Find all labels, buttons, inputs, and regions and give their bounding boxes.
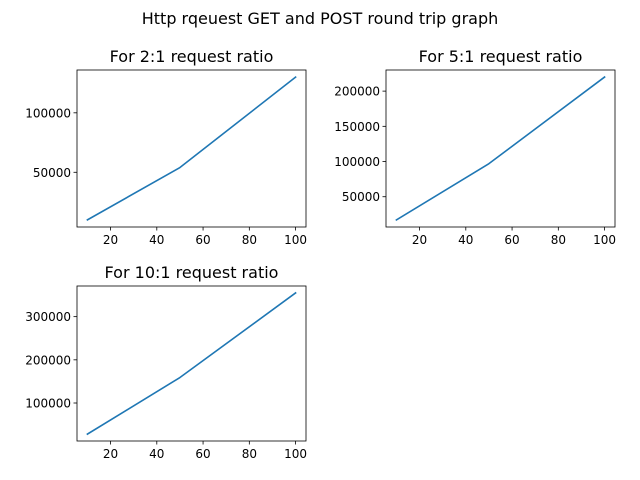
subplot-3: For 10:1 request ratio 20 40 60 80 100 100000 2…	[25, 263, 307, 461]
y-tick-label: 300000	[25, 310, 71, 324]
x-tick-label: 40	[149, 233, 164, 247]
subplot-2: For 5:1 request ratio 20 40 60 80 100 50000 100…	[334, 47, 616, 247]
y-tick-label: 200000	[25, 353, 71, 367]
x-tick-label: 40	[458, 233, 473, 247]
axes-frame	[76, 69, 307, 228]
x-tick-label: 100	[593, 233, 616, 247]
x-tick-label: 60	[504, 233, 519, 247]
x-tick-label: 80	[242, 233, 257, 247]
x-tick-label: 80	[242, 447, 257, 461]
y-tick-label: 50000	[342, 190, 380, 204]
axes-frame	[385, 69, 616, 228]
subplot-1: For 2:1 request ratio 20 40 60 80 100 50000 100…	[25, 47, 307, 247]
x-tick-label: 20	[412, 233, 427, 247]
x-tick-label: 20	[103, 233, 118, 247]
x-tick-label: 60	[195, 233, 210, 247]
x-tick-label: 60	[195, 447, 210, 461]
y-tick-label: 200000	[334, 85, 380, 99]
subplots: For 2:1 request ratio 20 40 60 80 100 50000 100…	[25, 47, 616, 461]
x-tick-label: 100	[284, 233, 307, 247]
y-tick-label: 50000	[33, 166, 71, 180]
series-line	[86, 76, 297, 221]
figure-suptitle: Http rqeuest GET and POST round trip gra…	[142, 9, 499, 28]
x-tick-label: 20	[103, 447, 118, 461]
axes-frame	[76, 285, 307, 442]
y-tick-label: 100000	[334, 155, 380, 169]
series-line	[395, 75, 606, 222]
x-tick-label: 100	[284, 447, 307, 461]
subplot-title: For 2:1 request ratio	[110, 47, 274, 66]
subplot-title: For 5:1 request ratio	[419, 47, 583, 66]
series-line	[86, 291, 297, 436]
x-tick-label: 80	[551, 233, 566, 247]
y-tick-label: 150000	[334, 120, 380, 134]
y-tick-label: 100000	[25, 106, 71, 120]
x-tick-label: 40	[149, 447, 164, 461]
subplot-title: For 10:1 request ratio	[105, 263, 279, 282]
y-tick-label: 100000	[25, 397, 71, 411]
